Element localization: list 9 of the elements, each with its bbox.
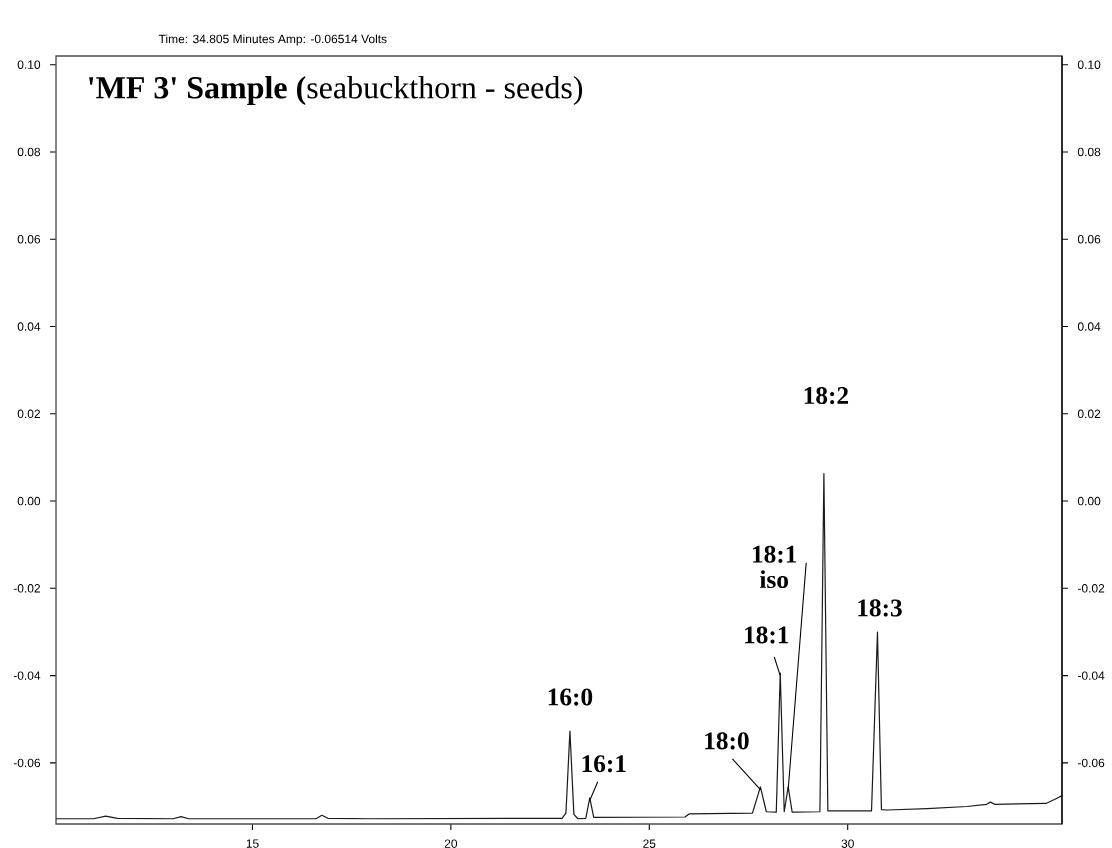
annotation: 18:0 <box>705 732 749 750</box>
annotation: 16:0 <box>548 688 593 706</box>
annotation: 18:2 <box>804 386 849 405</box>
annotation: 18:1 iso <box>753 545 797 589</box>
annotation: 18:3 <box>858 599 902 617</box>
text: 'MF 3' Sample (seabuckthorn - seeds) <box>89 76 583 106</box>
annotation: 18:1 <box>745 626 789 644</box>
annotation: 16:1 <box>582 755 626 773</box>
line-series <box>55 472 1063 820</box>
